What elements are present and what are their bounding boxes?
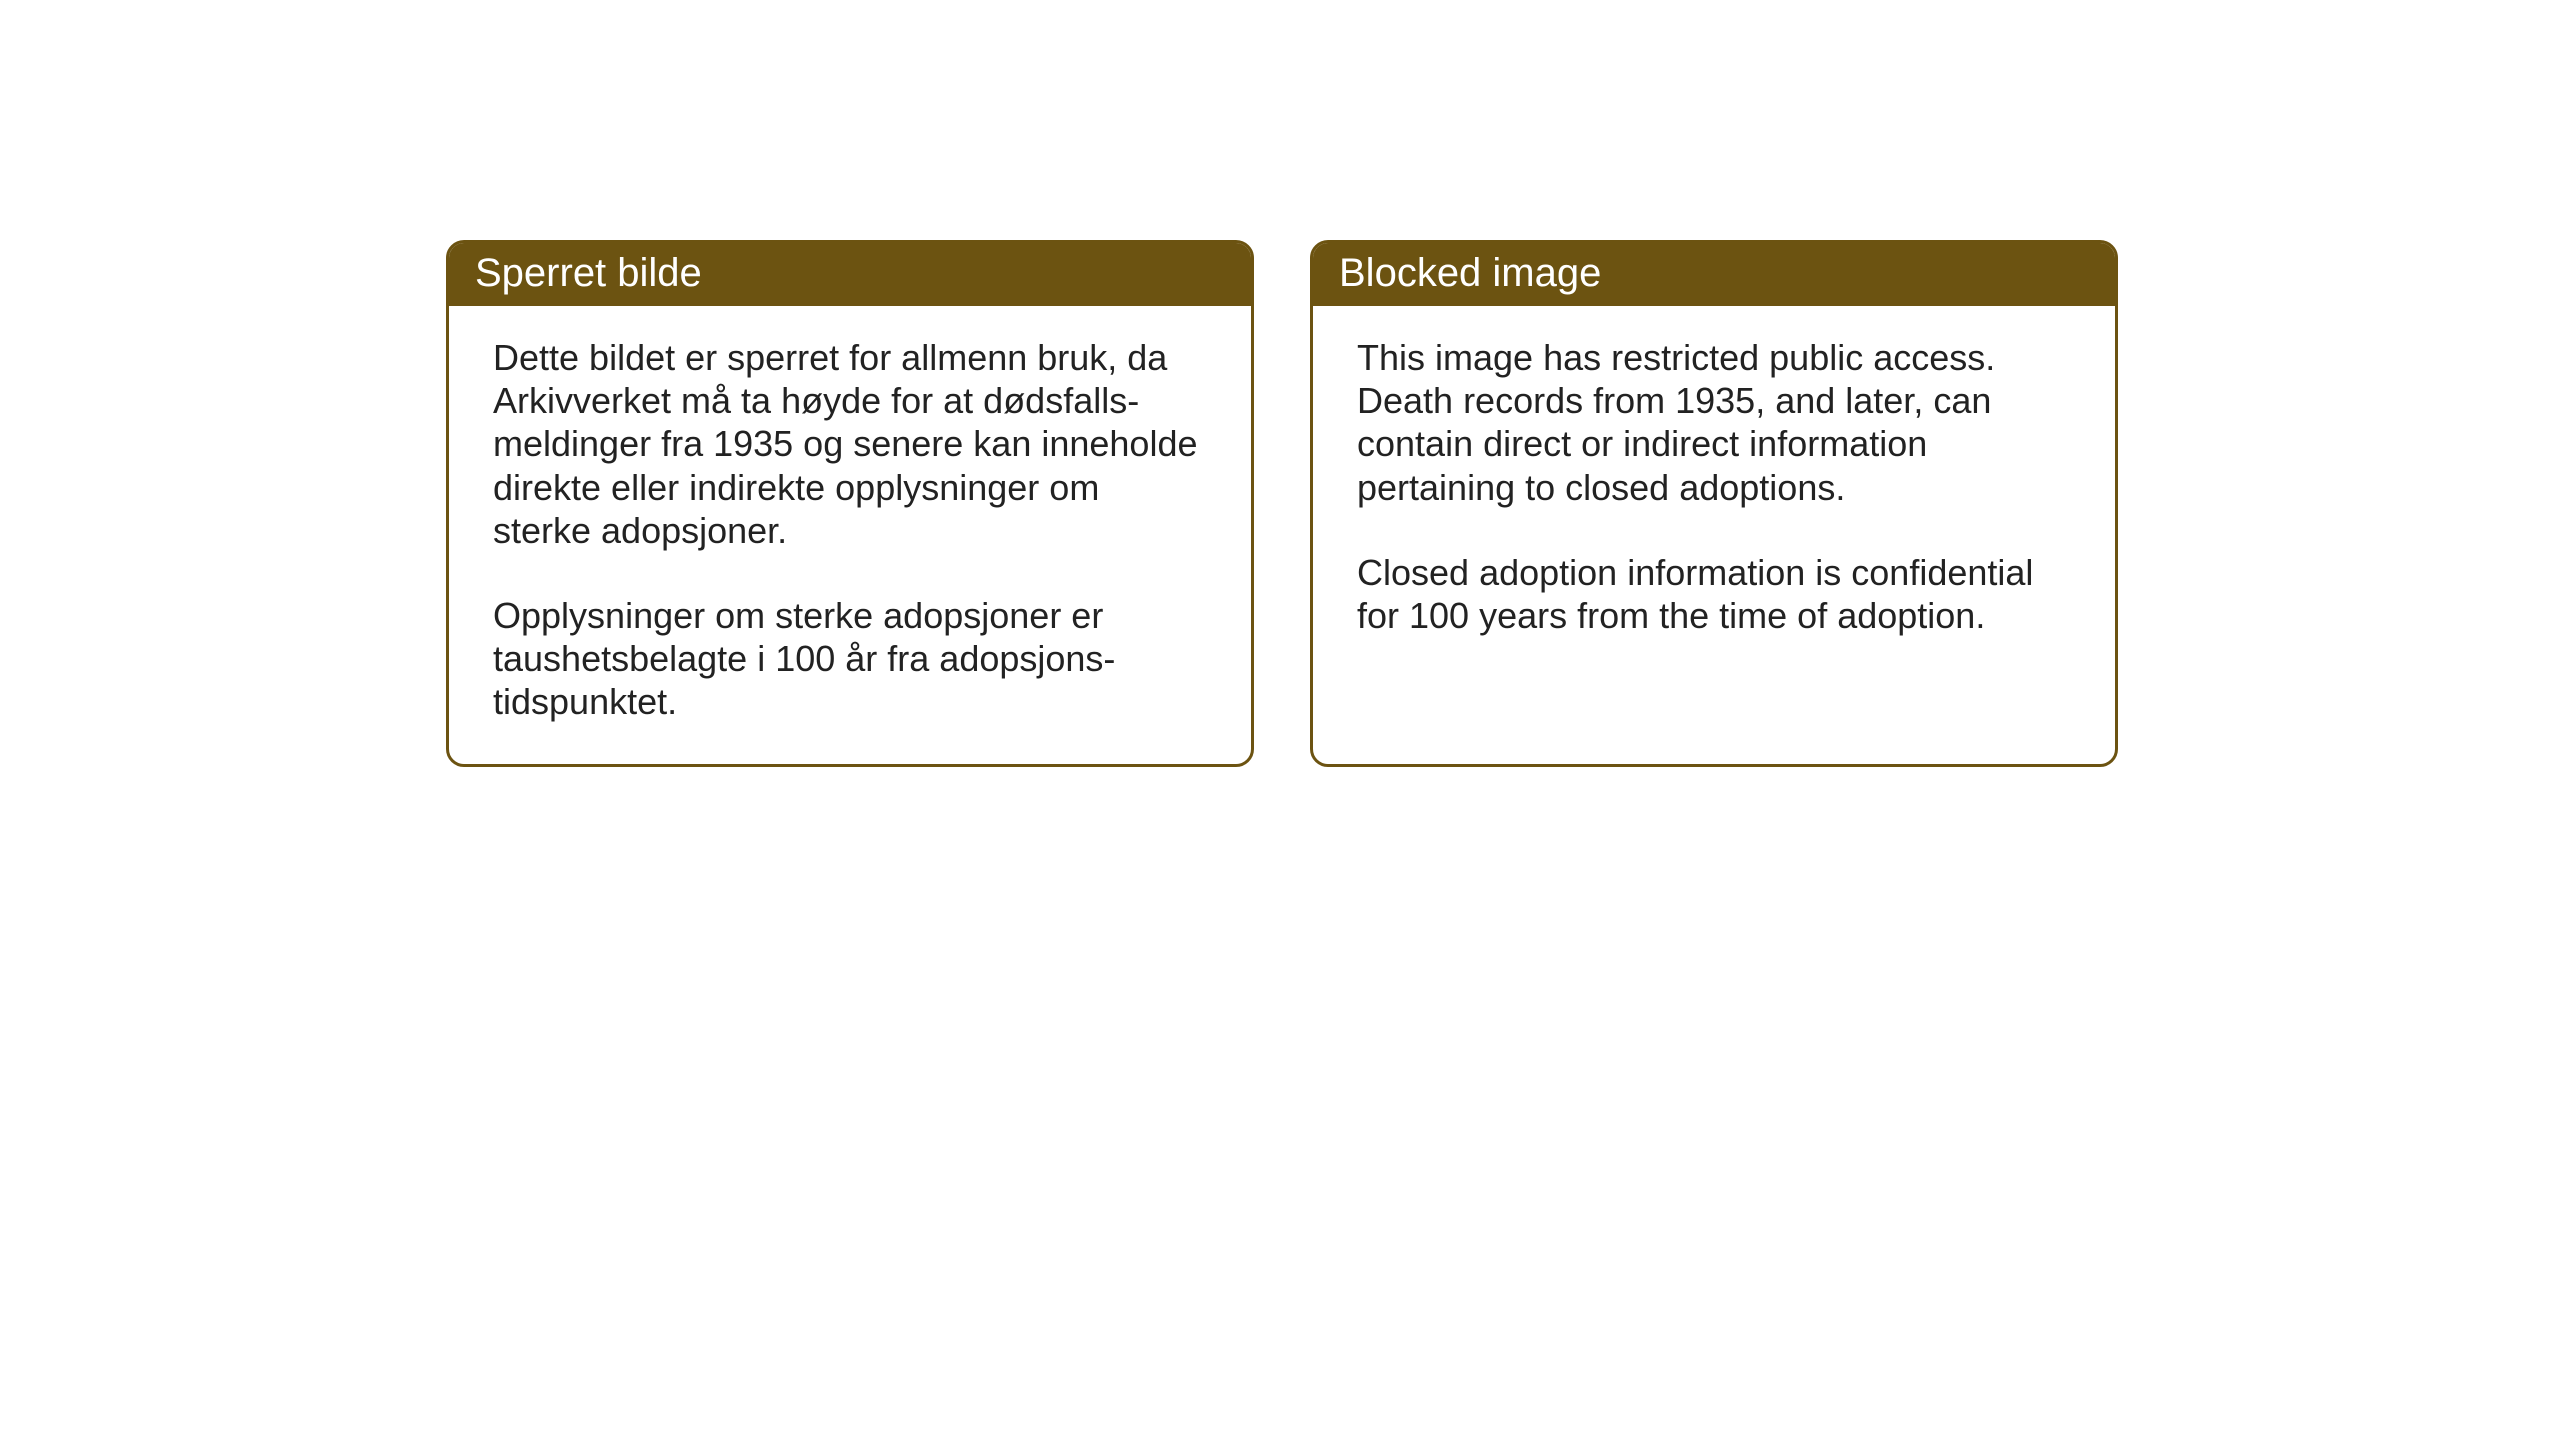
notice-cards-container: Sperret bilde Dette bildet er sperret fo… — [446, 240, 2118, 767]
norwegian-card-title: Sperret bilde — [475, 251, 702, 295]
norwegian-notice-card: Sperret bilde Dette bildet er sperret fo… — [446, 240, 1254, 767]
norwegian-card-header: Sperret bilde — [449, 243, 1251, 306]
english-card-body: This image has restricted public access.… — [1313, 306, 2115, 753]
english-paragraph-1: This image has restricted public access.… — [1357, 336, 2071, 509]
english-notice-card: Blocked image This image has restricted … — [1310, 240, 2118, 767]
norwegian-paragraph-2: Opplysninger om sterke adopsjoner er tau… — [493, 594, 1207, 724]
english-card-header: Blocked image — [1313, 243, 2115, 306]
norwegian-card-body: Dette bildet er sperret for allmenn bruk… — [449, 306, 1251, 764]
english-paragraph-2: Closed adoption information is confident… — [1357, 551, 2071, 637]
english-card-title: Blocked image — [1339, 251, 1601, 295]
norwegian-paragraph-1: Dette bildet er sperret for allmenn bruk… — [493, 336, 1207, 552]
